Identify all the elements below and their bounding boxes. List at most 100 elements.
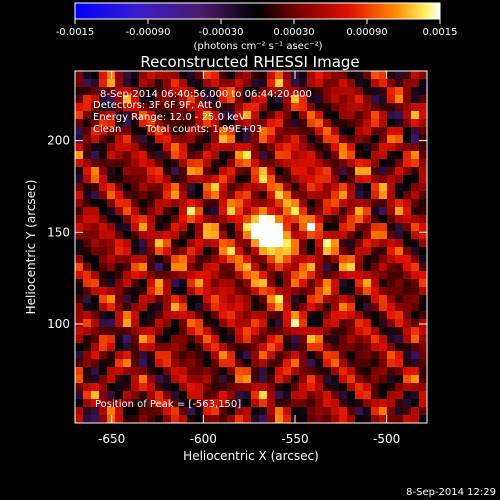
heatmap-cell	[251, 351, 260, 360]
heatmap-cell	[339, 199, 348, 208]
heatmap-cell	[203, 231, 212, 240]
heatmap-cell	[403, 343, 412, 352]
heatmap-cell	[259, 271, 268, 280]
heatmap-cell	[235, 367, 244, 376]
heatmap-cell	[403, 87, 412, 96]
heatmap-cell	[91, 311, 100, 320]
heatmap-cell	[227, 79, 236, 88]
heatmap-cell	[411, 183, 420, 192]
heatmap-cell	[147, 159, 156, 168]
heatmap-cell	[339, 247, 348, 256]
heatmap-cell	[91, 111, 100, 120]
heatmap-cell	[99, 239, 108, 248]
heatmap-cell	[251, 79, 260, 88]
heatmap-cell	[99, 343, 108, 352]
heatmap-cell	[187, 199, 196, 208]
heatmap-cell	[411, 103, 420, 112]
heatmap-cell	[339, 95, 348, 104]
heatmap-cell	[171, 119, 180, 128]
heatmap-cell	[163, 95, 172, 104]
heatmap-cell	[411, 383, 420, 392]
heatmap-cell	[203, 215, 212, 224]
heatmap-cell	[83, 191, 92, 200]
heatmap-cell	[323, 271, 332, 280]
heatmap-cell	[187, 191, 196, 200]
heatmap-cell	[107, 391, 116, 400]
heatmap-cell	[355, 151, 364, 160]
heatmap-cell	[251, 311, 260, 320]
heatmap-cell	[131, 407, 140, 416]
heatmap-cell	[371, 391, 380, 400]
heatmap-cell	[211, 319, 220, 328]
heatmap-cell	[307, 247, 316, 256]
heatmap-cell	[275, 71, 284, 80]
heatmap-cell	[347, 319, 356, 328]
heatmap-cell	[363, 279, 372, 288]
heatmap-cell	[123, 191, 132, 200]
heatmap-cell	[395, 343, 404, 352]
heatmap-cell	[155, 71, 164, 80]
heatmap-cell	[147, 343, 156, 352]
heatmap-cell	[371, 255, 380, 264]
heatmap-cell	[299, 119, 308, 128]
heatmap-cell	[283, 159, 292, 168]
heatmap-cell	[147, 183, 156, 192]
heatmap-cell	[411, 287, 420, 296]
heatmap-cell	[259, 199, 268, 208]
heatmap-cell	[195, 231, 204, 240]
heatmap-cell	[411, 175, 420, 184]
heatmap-cell	[347, 119, 356, 128]
heatmap-cell	[195, 95, 204, 104]
heatmap-cell	[267, 279, 276, 288]
heatmap-cell	[203, 279, 212, 288]
heatmap-cell	[171, 95, 180, 104]
heatmap-cell	[283, 79, 292, 88]
heatmap-cell	[347, 255, 356, 264]
heatmap-cell	[251, 375, 260, 384]
heatmap-cell	[363, 223, 372, 232]
heatmap-cell	[115, 175, 124, 184]
heatmap-cell	[107, 239, 116, 248]
heatmap-cell	[115, 159, 124, 168]
heatmap-cell	[275, 351, 284, 360]
heatmap-cell	[211, 391, 220, 400]
heatmap-cell	[283, 127, 292, 136]
heatmap-cell	[411, 199, 420, 208]
heatmap-cell	[419, 415, 427, 423]
heatmap-cell	[91, 335, 100, 344]
heatmap-cell	[403, 415, 412, 423]
heatmap-cell	[107, 367, 116, 376]
x-tick-label: -500	[373, 432, 400, 446]
heatmap-cell	[251, 271, 260, 280]
heatmap-cell	[395, 327, 404, 336]
heatmap-cell	[339, 127, 348, 136]
heatmap-cell	[179, 79, 188, 88]
heatmap-cell	[379, 271, 388, 280]
heatmap-cell	[235, 183, 244, 192]
heatmap-cell	[403, 263, 412, 272]
heatmap-cell	[227, 231, 236, 240]
heatmap-cell	[403, 215, 412, 224]
heatmap-cell	[107, 95, 116, 104]
heatmap-cell	[235, 103, 244, 112]
heatmap-cell	[299, 359, 308, 368]
heatmap-cell	[163, 263, 172, 272]
heatmap-cell	[99, 151, 108, 160]
heatmap-cell	[123, 247, 132, 256]
heatmap-cell	[179, 215, 188, 224]
heatmap-cell	[115, 223, 124, 232]
heatmap-cell	[91, 271, 100, 280]
heatmap-cell	[123, 383, 132, 392]
heatmap-cell	[187, 311, 196, 320]
heatmap-cell	[171, 223, 180, 232]
heatmap-cell	[323, 175, 332, 184]
heatmap-cell	[211, 343, 220, 352]
heatmap-cell	[275, 295, 284, 304]
heatmap-cell	[291, 279, 300, 288]
heatmap-cell	[211, 407, 220, 416]
heatmap-cell	[219, 103, 228, 112]
heatmap-cell	[211, 71, 220, 80]
heatmap-cell	[251, 191, 260, 200]
heatmap-cell	[371, 199, 380, 208]
heatmap-cell	[291, 191, 300, 200]
